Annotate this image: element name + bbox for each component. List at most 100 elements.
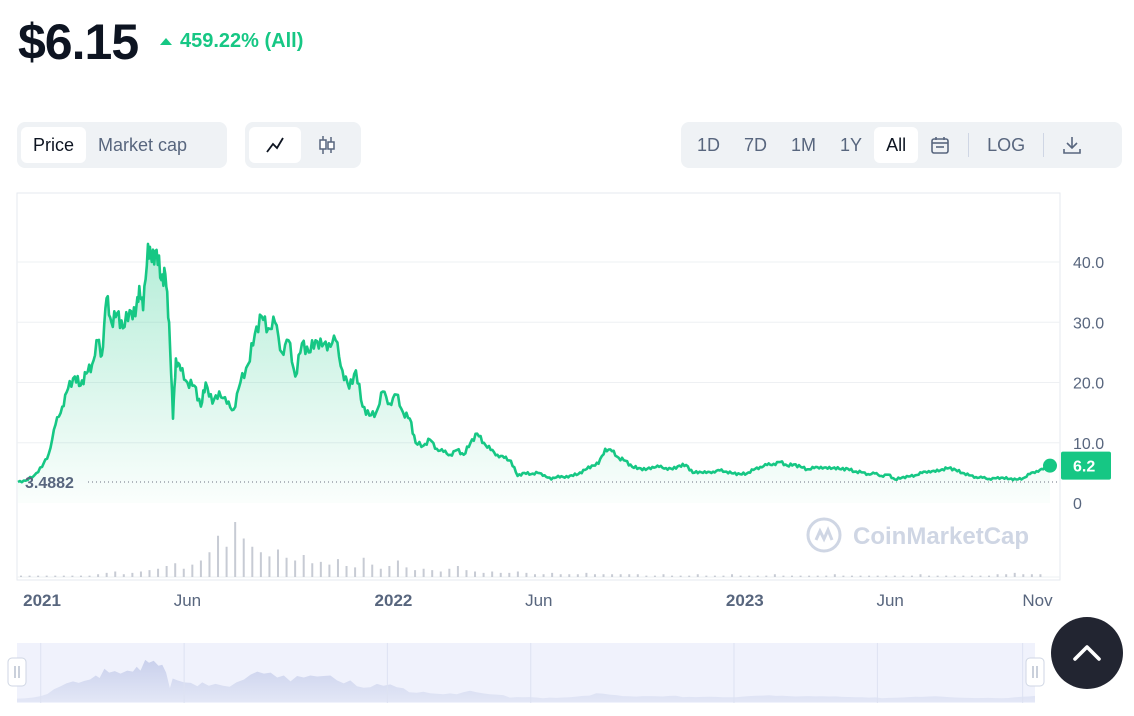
volume-bar bbox=[653, 575, 656, 577]
volume-bar bbox=[731, 574, 734, 577]
volume-bar bbox=[225, 546, 228, 577]
volume-bar bbox=[585, 572, 588, 577]
volume-bar bbox=[474, 571, 477, 577]
volume-bar bbox=[559, 574, 562, 577]
volume-bar bbox=[765, 575, 768, 577]
volume-bar bbox=[850, 575, 853, 577]
candlestick-button[interactable] bbox=[301, 127, 353, 163]
volume-bar bbox=[988, 575, 991, 577]
x-tick-label: 2023 bbox=[726, 591, 764, 610]
volume-bar bbox=[285, 557, 288, 577]
volume-bar bbox=[542, 574, 545, 577]
volume-bar bbox=[928, 575, 931, 577]
volume-bar bbox=[636, 574, 639, 577]
volume-bar bbox=[748, 575, 751, 577]
current-price: $6.15 bbox=[18, 14, 139, 70]
volume-bar bbox=[876, 575, 879, 577]
volume-bar bbox=[534, 574, 536, 577]
volume-bar bbox=[199, 560, 202, 577]
toolbar-divider bbox=[1043, 133, 1045, 157]
volume-bar bbox=[388, 566, 391, 577]
volume-bar bbox=[739, 575, 742, 577]
volume-bar bbox=[756, 575, 759, 577]
watermark: CoinMarketCap bbox=[806, 517, 1029, 553]
baseline-label: 3.4882 bbox=[25, 475, 74, 492]
volume-bar bbox=[619, 574, 622, 577]
volume-bar bbox=[1039, 574, 1042, 577]
volume-bar bbox=[645, 575, 648, 577]
volume-bar bbox=[816, 575, 819, 577]
volume-bar bbox=[465, 570, 468, 577]
volume-bar bbox=[439, 571, 442, 577]
volume-bar bbox=[336, 559, 339, 577]
volume-bar bbox=[885, 575, 888, 577]
current-price-label: 6.2 bbox=[1073, 459, 1095, 476]
x-tick-label: 2021 bbox=[23, 591, 61, 610]
volume-bar bbox=[833, 574, 836, 577]
range-all[interactable]: All bbox=[874, 127, 919, 163]
volume-bar bbox=[174, 563, 177, 577]
price-change-value: 459.22% (All) bbox=[180, 30, 304, 52]
volume-bar bbox=[54, 575, 57, 577]
scroll-to-top-button[interactable] bbox=[1051, 617, 1123, 689]
volume-bar bbox=[345, 566, 348, 577]
y-tick-label: 0 bbox=[1073, 496, 1082, 513]
triangle-up-icon bbox=[160, 38, 172, 45]
volume-bar bbox=[551, 572, 554, 577]
volume-bar bbox=[405, 567, 408, 577]
volume-bar bbox=[782, 575, 785, 577]
volume-bar bbox=[611, 574, 614, 577]
volume-bar bbox=[1022, 574, 1025, 577]
price-chart[interactable]: CoinMarketCap 40.0 30.0 20.0 10.0 0 2021 Jun 20… bbox=[0, 190, 1134, 716]
calendar-button[interactable] bbox=[918, 127, 962, 163]
range-7d[interactable]: 7D bbox=[744, 134, 768, 155]
line-chart-button[interactable] bbox=[249, 127, 301, 163]
download-button[interactable] bbox=[1050, 127, 1094, 163]
candlestick-icon bbox=[319, 136, 335, 154]
volume-bar bbox=[182, 568, 185, 577]
volume-bar bbox=[422, 568, 425, 577]
volume-bar bbox=[97, 574, 100, 577]
volume-bar bbox=[910, 575, 913, 577]
volume-bar bbox=[311, 563, 314, 577]
volume-bar bbox=[294, 560, 297, 577]
range-1d[interactable]: 1D bbox=[697, 134, 721, 155]
price-tab[interactable]: Price bbox=[21, 127, 87, 163]
price-line bbox=[17, 242, 1051, 484]
y-tick-label: 10.0 bbox=[1073, 436, 1104, 453]
volume-bar bbox=[499, 572, 502, 577]
navigator-left-handle[interactable] bbox=[7, 657, 27, 687]
volume-bar bbox=[705, 575, 708, 577]
volume-bar bbox=[396, 560, 399, 577]
volume-bar bbox=[996, 574, 999, 577]
navigator-right-handle[interactable] bbox=[1025, 657, 1045, 687]
volume-bar bbox=[825, 575, 828, 577]
market-cap-tab[interactable]: Market cap bbox=[98, 134, 188, 155]
volume-bar bbox=[953, 575, 956, 577]
range-1m[interactable]: 1M bbox=[791, 134, 817, 155]
price-change: 459.22% (All) bbox=[160, 30, 303, 53]
plot-frame bbox=[16, 192, 1061, 581]
volume-bar bbox=[576, 574, 579, 577]
volume-bar bbox=[679, 575, 682, 577]
volume-bar bbox=[516, 571, 519, 577]
volume-bar bbox=[414, 570, 417, 577]
watermark-text: CoinMarketCap bbox=[853, 523, 1029, 550]
volume-bar bbox=[62, 575, 65, 577]
grip-handle-icon bbox=[1032, 666, 1038, 678]
price-area bbox=[18, 243, 1050, 503]
volume-bar bbox=[491, 571, 494, 577]
volume-bar bbox=[773, 574, 776, 577]
y-tick-label: 40.0 bbox=[1073, 255, 1104, 272]
volume-bar bbox=[251, 546, 254, 577]
volume-bar bbox=[970, 575, 973, 577]
volume-bar bbox=[936, 575, 939, 577]
range-1y[interactable]: 1Y bbox=[840, 134, 863, 155]
volume-bar bbox=[456, 566, 459, 577]
log-scale-button[interactable]: LOG bbox=[987, 134, 1026, 155]
volume-bar bbox=[79, 575, 82, 577]
volume-bar bbox=[1013, 572, 1016, 577]
x-tick-label: Nov bbox=[1022, 591, 1053, 610]
volume-bar bbox=[148, 570, 151, 577]
volume-bar bbox=[525, 572, 528, 577]
